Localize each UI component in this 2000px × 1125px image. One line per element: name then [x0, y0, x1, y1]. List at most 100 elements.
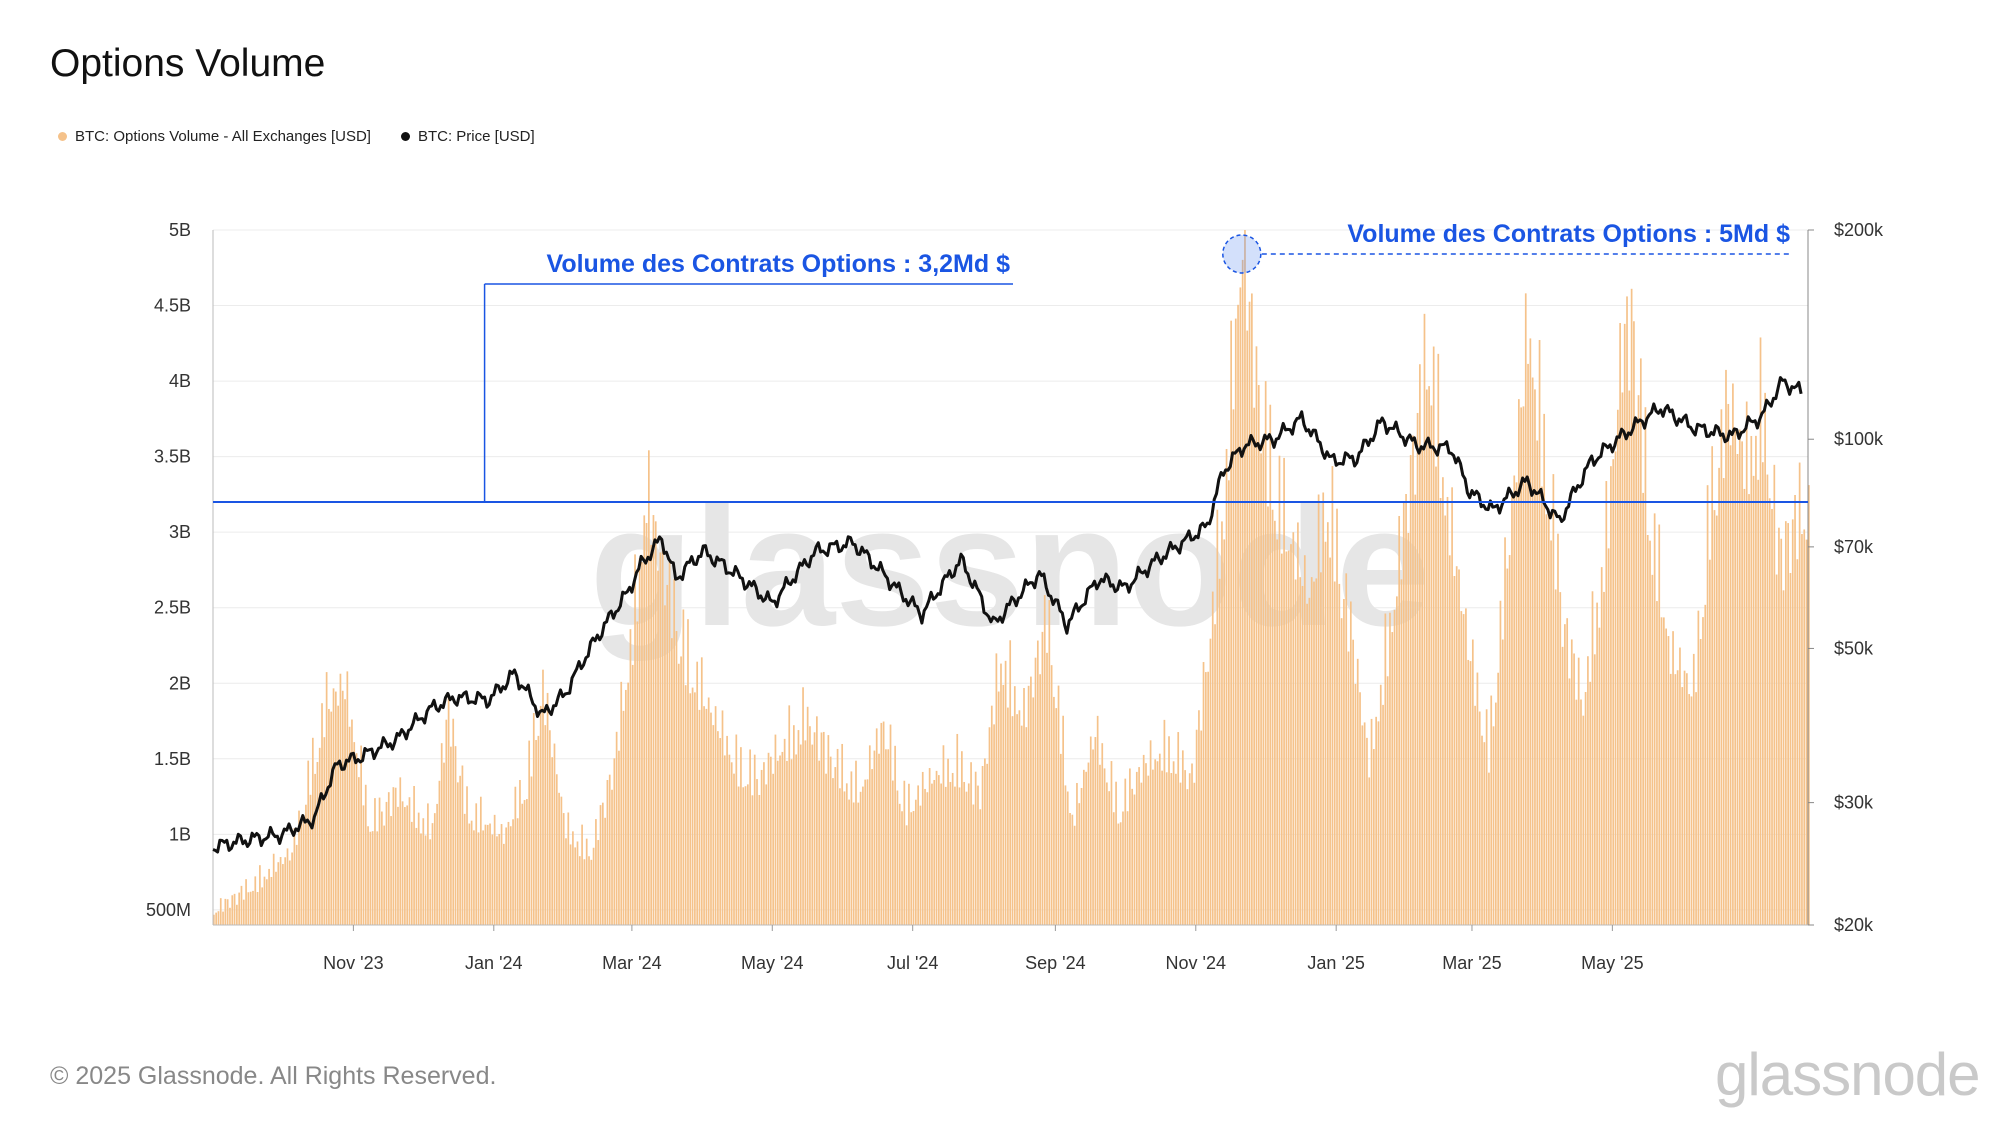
volume-bar: [1096, 715, 1099, 925]
volume-bar: [1803, 529, 1806, 925]
volume-bar: [1400, 579, 1403, 925]
volume-bar: [1011, 716, 1014, 925]
volume-bar: [1619, 323, 1621, 925]
volume-bar: [1789, 573, 1792, 925]
volume-bar: [1036, 640, 1039, 925]
volume-bar: [1614, 451, 1617, 925]
volume-bar: [1547, 512, 1550, 925]
volume-bar: [1331, 466, 1334, 925]
volume-bar: [1370, 718, 1373, 925]
volume-bar: [1181, 750, 1184, 925]
volume-bar: [654, 521, 657, 925]
volume-bar: [1251, 293, 1253, 925]
volume-bar: [714, 706, 717, 925]
volume-bar: [903, 780, 906, 925]
volume-bar: [1384, 613, 1387, 925]
volume-bar: [489, 823, 491, 925]
volume-bar: [961, 751, 963, 925]
volume-bar: [249, 891, 252, 925]
volume-bar: [1738, 429, 1741, 925]
legend-item-options-volume[interactable]: BTC: Options Volume - All Exchanges [USD…: [58, 128, 371, 145]
volume-bar: [574, 847, 577, 925]
volume-bar: [1131, 788, 1134, 925]
volume-bar: [585, 838, 588, 925]
volume-bar: [369, 831, 372, 925]
volume-bar: [443, 762, 445, 925]
volume-bar: [1704, 604, 1707, 925]
volume-bar: [1271, 509, 1274, 925]
volume-bar: [733, 773, 735, 925]
volume-bar: [684, 685, 687, 925]
volume-bar: [1152, 769, 1154, 925]
volume-bar: [1511, 495, 1513, 925]
volume-bar: [887, 749, 890, 925]
volume-bar: [431, 823, 434, 925]
volume-bar: [1016, 714, 1018, 925]
volume-bar: [836, 748, 839, 925]
volume-bar: [1092, 749, 1094, 925]
volume-bar: [677, 663, 680, 925]
volume-bar: [231, 895, 234, 925]
volume-bar: [1349, 601, 1352, 925]
volume-bar: [744, 786, 747, 925]
volume-bar: [615, 731, 618, 925]
volume-bar: [931, 783, 933, 925]
volume-bar: [1034, 657, 1037, 925]
volume-bar: [1363, 722, 1366, 925]
volume-bar: [1529, 338, 1532, 925]
volume-bar: [507, 821, 510, 925]
volume-bar: [1147, 775, 1150, 925]
volume-bar: [1071, 814, 1074, 925]
volume-bar: [514, 786, 517, 925]
volume-bar: [562, 813, 565, 925]
volume-bar: [245, 879, 247, 925]
volume-bar: [1064, 785, 1067, 925]
volume-bar: [1336, 508, 1338, 925]
volume-bar: [1419, 364, 1421, 926]
volume-bar: [933, 780, 936, 925]
volume-bar: [284, 857, 287, 925]
volume-bar: [767, 752, 770, 925]
volume-bar: [436, 803, 438, 925]
volume-bar: [1752, 475, 1755, 925]
volume-bar: [1778, 527, 1780, 925]
volume-bar: [728, 754, 731, 925]
volume-bar: [753, 754, 756, 925]
volume-bar: [1485, 709, 1488, 925]
volume-bar: [484, 824, 487, 925]
volume-bar: [811, 744, 814, 925]
volume-bar: [415, 827, 418, 925]
volume-bar: [311, 737, 314, 925]
volume-bar: [1204, 672, 1207, 925]
volume-bar: [498, 834, 501, 925]
volume-bar: [1124, 778, 1127, 925]
volume-bar: [526, 799, 528, 925]
volume-bar: [447, 693, 450, 925]
volume-bar: [735, 734, 738, 925]
volume-bar: [875, 728, 878, 925]
volume-bar: [793, 725, 795, 925]
volume-bar: [1630, 288, 1633, 925]
volume-bar: [532, 713, 535, 925]
volume-bar: [590, 859, 593, 925]
volume-bar: [358, 777, 360, 925]
volume-bar: [1000, 663, 1002, 925]
volume-bar: [1106, 782, 1108, 925]
volume-bar: [1283, 457, 1285, 925]
volume-bar: [1030, 676, 1032, 925]
volume-bar: [618, 750, 620, 925]
volume-bar: [1663, 617, 1665, 925]
volume-bar: [1398, 515, 1401, 925]
volume-bar: [1706, 485, 1709, 925]
volume-bar: [1775, 574, 1778, 925]
volume-bar: [263, 876, 266, 925]
volume-bar: [1665, 628, 1667, 925]
legend-item-price[interactable]: BTC: Price [USD]: [400, 128, 535, 145]
volume-bar: [277, 862, 280, 925]
volume-bar: [486, 824, 489, 925]
volume-bar: [1748, 494, 1750, 925]
volume-bar: [1193, 782, 1196, 925]
volume-bar: [631, 664, 634, 925]
volume-bar: [233, 893, 236, 925]
volume-bar: [866, 779, 869, 925]
